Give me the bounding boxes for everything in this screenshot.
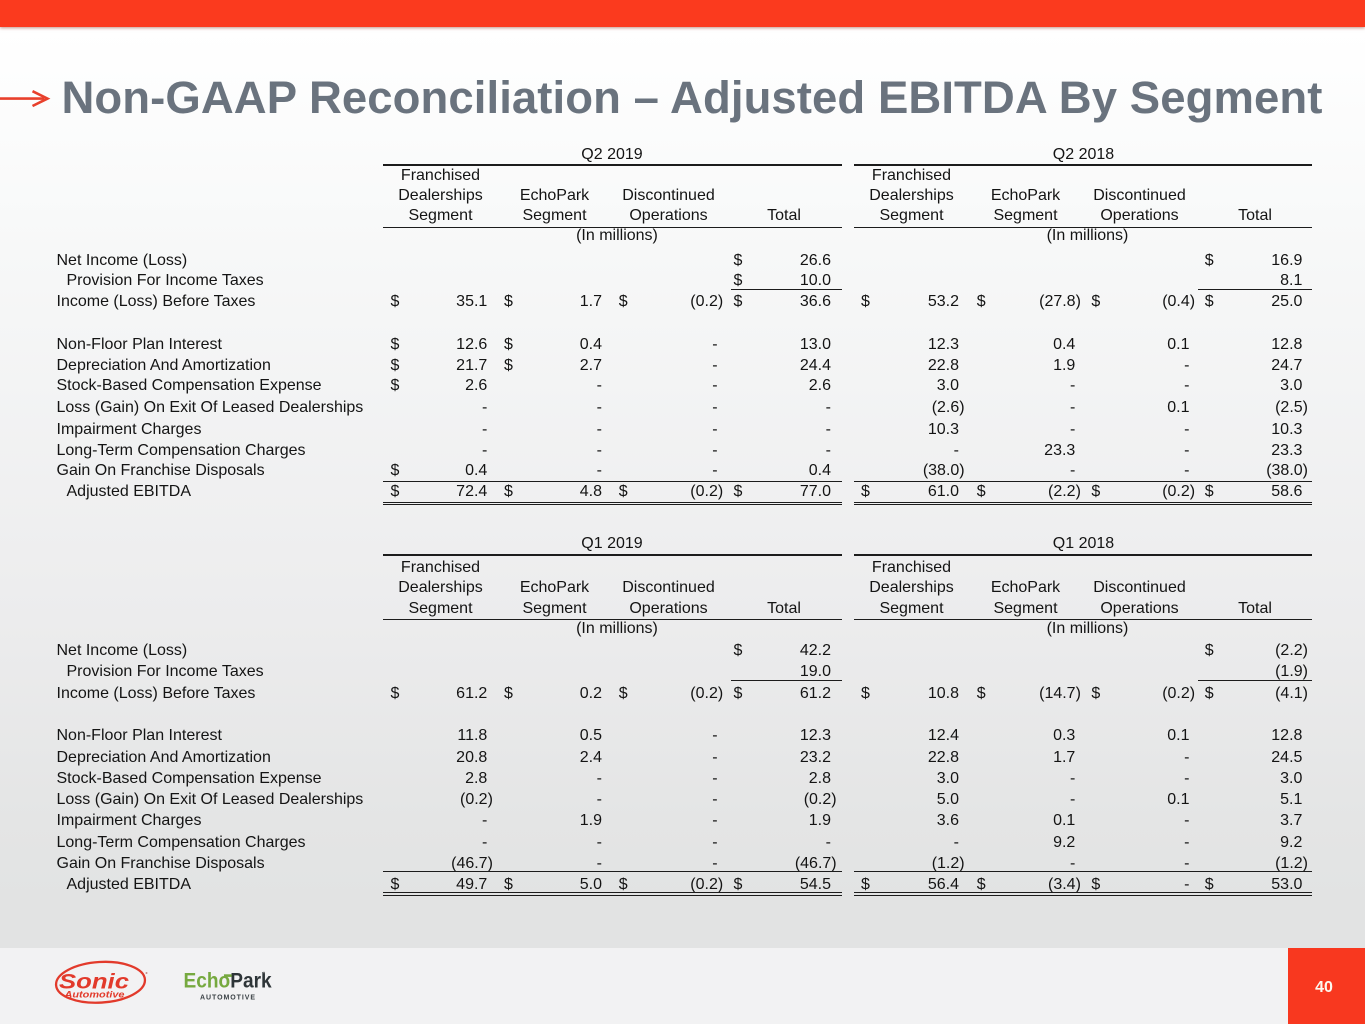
svg-text:Park: Park: [230, 970, 272, 993]
svg-text:Sonic: Sonic: [59, 971, 129, 994]
svg-text:Echo: Echo: [184, 970, 231, 993]
svg-text:AUTOMOTIVE: AUTOMOTIVE: [200, 995, 256, 1002]
svg-text:Automotive: Automotive: [63, 990, 124, 1000]
